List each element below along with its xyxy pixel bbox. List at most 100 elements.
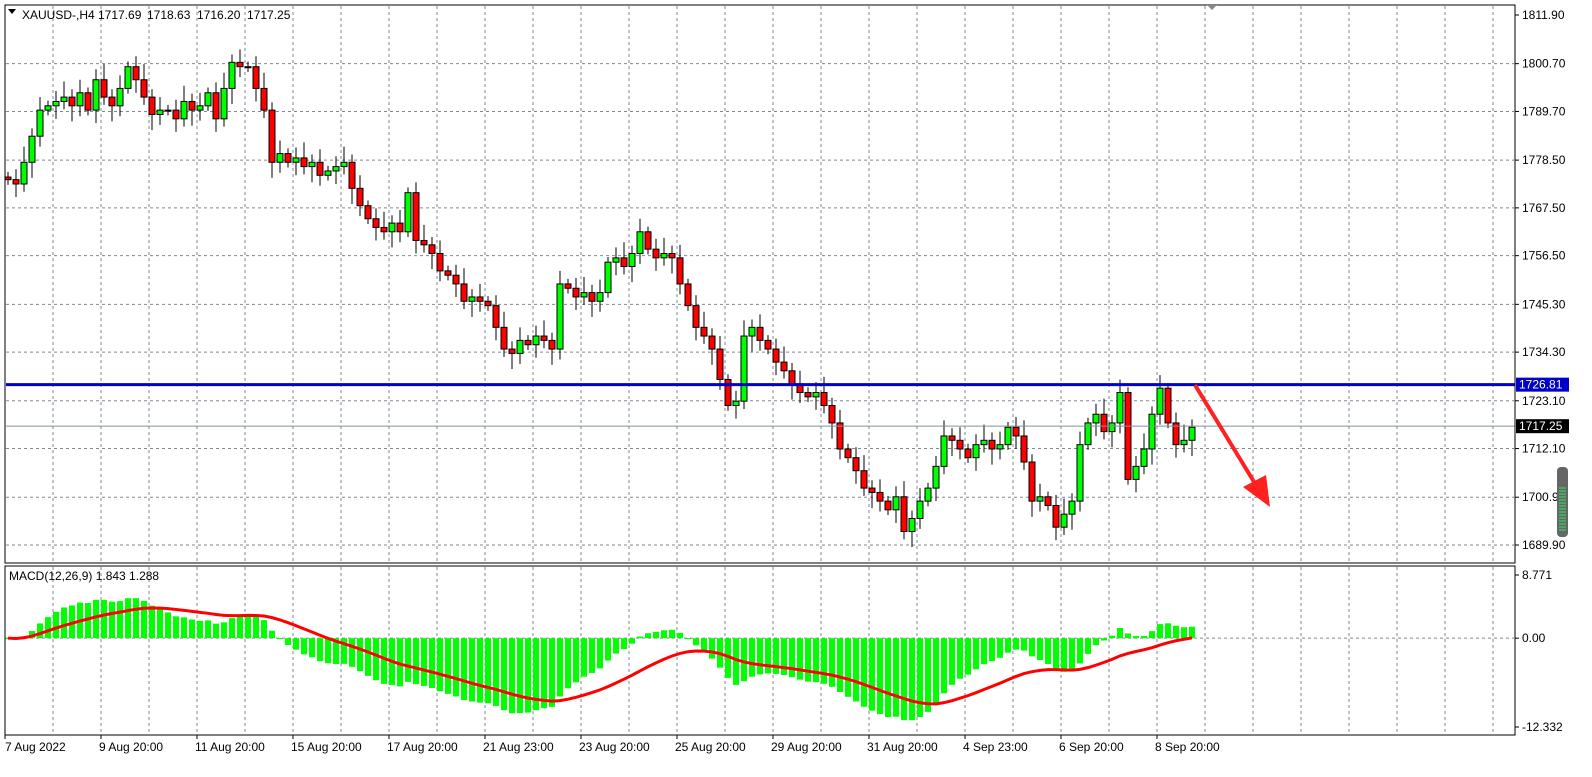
candle-body xyxy=(84,92,92,111)
candle-body xyxy=(844,448,852,459)
collapse-triangle-icon[interactable] xyxy=(8,9,16,14)
candle-body xyxy=(372,218,380,228)
candle-body xyxy=(1052,504,1060,528)
candle-body xyxy=(596,292,604,302)
candle-body xyxy=(956,439,964,450)
macd-bar xyxy=(469,638,475,702)
candle-body xyxy=(148,96,156,115)
macd-bar xyxy=(853,638,859,702)
macd-bar xyxy=(365,638,371,676)
macd-bar xyxy=(45,617,51,639)
macd-bar xyxy=(245,613,251,639)
candle-body xyxy=(276,153,284,163)
candle-body xyxy=(380,226,388,233)
price-tick-label: 1789.70 xyxy=(1522,104,1566,118)
price-tick-label: 1800.70 xyxy=(1522,57,1566,71)
price-tick-label: 1756.50 xyxy=(1522,249,1566,263)
macd-bar xyxy=(293,638,299,650)
price-tick-label: 1778.50 xyxy=(1522,153,1566,167)
current-price-label: 1717.25 xyxy=(1519,419,1563,433)
macd-bar xyxy=(493,638,499,706)
macd-bar xyxy=(845,638,851,697)
candle-body xyxy=(1036,496,1044,502)
candle-body xyxy=(388,222,396,233)
macd-bar xyxy=(533,638,539,711)
macd-bar xyxy=(1045,638,1051,664)
candle-body xyxy=(812,392,820,398)
candle-body xyxy=(676,257,684,285)
macd-bar xyxy=(957,638,963,679)
candle-body xyxy=(412,192,420,241)
candle-body xyxy=(740,335,748,402)
scrollbar-icon[interactable] xyxy=(1557,467,1568,537)
candle-body xyxy=(132,66,140,81)
macd-bar xyxy=(429,638,435,688)
macd-bar xyxy=(1077,638,1083,664)
candle-body xyxy=(932,465,940,489)
time-label: 15 Aug 20:00 xyxy=(291,740,362,754)
macd-bar xyxy=(437,638,443,692)
candle-body xyxy=(1188,426,1196,441)
macd-bar xyxy=(661,630,667,639)
time-label: 9 Aug 20:00 xyxy=(99,740,163,754)
macd-bar xyxy=(309,638,315,658)
macd-bar xyxy=(1165,623,1171,639)
candle-body xyxy=(1028,461,1036,502)
macd-bar xyxy=(573,638,579,683)
candle-body xyxy=(500,326,508,350)
candle-body xyxy=(996,444,1004,450)
macd-bar xyxy=(445,638,451,694)
candle-body xyxy=(916,500,924,520)
candle-body xyxy=(244,66,252,69)
candle-body xyxy=(172,109,180,120)
price-tick-label: 1745.30 xyxy=(1522,297,1566,311)
macd-bar xyxy=(453,638,459,697)
macd-bar xyxy=(917,638,923,718)
candle-body xyxy=(228,61,236,89)
macd-bar xyxy=(781,638,787,676)
macd-bar xyxy=(525,638,531,713)
macd-bar xyxy=(709,638,715,659)
macd-bar xyxy=(725,638,731,678)
macd-bar xyxy=(349,638,355,667)
candle-body xyxy=(220,87,228,120)
candle-body xyxy=(900,496,908,533)
candle-body xyxy=(196,105,204,111)
macd-bar xyxy=(997,638,1003,658)
macd-bar xyxy=(1005,638,1011,653)
candle-body xyxy=(588,292,596,302)
macd-bar xyxy=(557,638,563,697)
candle-body xyxy=(748,326,756,337)
macd-bar xyxy=(421,638,427,686)
candle-body xyxy=(292,157,300,163)
candle-body xyxy=(700,326,708,337)
candle-body xyxy=(180,100,188,120)
macd-bar xyxy=(477,638,483,703)
candle-body xyxy=(1100,413,1108,433)
time-label: 11 Aug 20:00 xyxy=(195,740,265,754)
candle-body xyxy=(692,305,700,328)
candle-body xyxy=(508,348,516,354)
shift-marker-icon[interactable] xyxy=(1207,5,1217,10)
candle-body xyxy=(1164,387,1172,424)
axes: 1811.90 1800.70 1789.70 1778.50 1767.50 1756.… xyxy=(4,8,1569,754)
macd-bar xyxy=(773,638,779,674)
macd-bar xyxy=(229,618,235,639)
candle-body xyxy=(788,370,796,385)
ohlc-close: 1717.25 xyxy=(247,8,291,22)
macd-bar xyxy=(301,638,307,655)
symbol-header: XAUUSD-,H4 xyxy=(22,8,95,22)
macd-bar xyxy=(357,638,363,672)
candle-body xyxy=(756,326,764,341)
candle-body xyxy=(284,153,292,163)
candle-body xyxy=(340,161,348,168)
macd-bar xyxy=(61,607,67,639)
macd-bar xyxy=(237,615,243,639)
candle-body xyxy=(252,66,260,89)
candle-body xyxy=(300,157,308,168)
candle-body xyxy=(396,222,404,233)
ohlc-open: 1717.69 xyxy=(98,8,142,22)
macd-bar xyxy=(157,609,163,639)
macd-bar xyxy=(1013,638,1019,650)
